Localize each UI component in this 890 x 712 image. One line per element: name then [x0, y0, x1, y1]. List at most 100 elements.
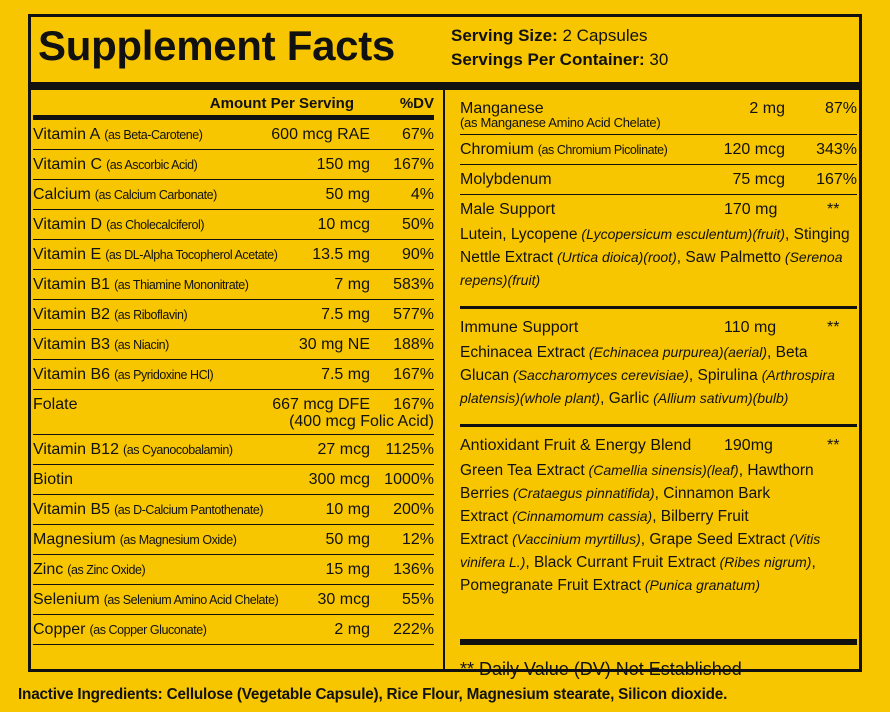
blend-ingredients: Lutein, Lycopene (Lycopersicum esculentum… [460, 223, 857, 306]
ingredient-latin: (Serenoa repens)(fruit) [460, 249, 843, 288]
ingredient: , Saw Palmetto [676, 249, 781, 266]
row-line: Vitamin B6 (as Pyridoxine HCl) 7.5 mg 167% [33, 360, 434, 389]
column-divider [443, 90, 445, 669]
blend-ingredients: Echinacea Extract (Echinacea purpurea)(ae… [460, 341, 857, 424]
row-line: Vitamin B1 (as Thiamine Mononitrate) 7 mg 5… [33, 270, 434, 299]
amount: 7 mg [334, 275, 370, 293]
nutrient: Vitamin E (as DL-Alpha Tocopherol Acetate… [33, 246, 308, 264]
nutrient: Folate [33, 396, 268, 414]
separator [460, 306, 857, 309]
daily-value: 90% [401, 245, 434, 263]
blend-dv: ** [827, 319, 840, 336]
daily-value: 87% [824, 99, 857, 117]
servings-value: 30 [649, 50, 669, 69]
nutrient-name: Vitamin B6 [33, 365, 111, 383]
blend-amount: 110 mg [724, 319, 777, 336]
daily-value: 343% [816, 140, 857, 158]
daily-value: 4% [410, 185, 434, 203]
nutrient-name: Vitamin A [33, 125, 101, 143]
ingredient: , Grape Seed Extract [640, 531, 786, 548]
row-line: Selenium (as Selenium Amino Acid Chelate)… [33, 585, 434, 614]
nutrient-row: Vitamin B3 (as Niacin) 30 mg NE 188% [33, 330, 434, 360]
row-line: Manganese 2 mg 87% [460, 94, 857, 123]
row-line: Vitamin D (as Cholecalciferol) 10 mcg 50% [33, 210, 434, 239]
amount: 10 mg [325, 500, 370, 518]
serving-size-value: 2 Capsules [562, 26, 648, 45]
amount: 50 mg [325, 185, 370, 203]
ingredient-latin: (Punica granatum) [644, 577, 760, 593]
row-line: Magnesium (as Magnesium Oxide) 50 mg 12% [33, 525, 434, 554]
row-line: Biotin 300 mcg 1000% [33, 465, 434, 494]
row-line: Chromium (as Chromium Picolinate) 120 mcg 3… [460, 135, 857, 164]
inactive-label: Inactive Ingredients: [18, 686, 163, 703]
blend: Immune Support 110 mg ** Echinacea Extract(… [460, 313, 857, 424]
nutrient-row: Manganese 2 mg 87% (as Manganese Amino Acid… [460, 94, 857, 135]
nutrient: Vitamin B6 (as Pyridoxine HCl) [33, 366, 317, 384]
serving-size-label: Serving Size: [451, 26, 558, 45]
serving-size: Serving Size: 2 Capsules [451, 24, 668, 48]
nutrient-source: (as Beta-Carotene) [104, 127, 203, 142]
nutrient-source: (as Cyanocobalamin) [122, 442, 233, 457]
nutrient-row: Selenium (as Selenium Amino Acid Chelate)… [33, 585, 434, 615]
amount: 30 mg NE [298, 335, 370, 353]
daily-value: 200% [393, 500, 434, 518]
daily-value: 136% [393, 560, 434, 578]
inactive-ingredients: Inactive Ingredients: Cellulose (Vegetab… [18, 686, 727, 704]
daily-value: 167% [393, 395, 434, 413]
row-line: Zinc (as Zinc Oxide) 15 mg 136% [33, 555, 434, 584]
amount: 7.5 mg [321, 365, 370, 383]
nutrient: Vitamin A (as Beta-Carotene) [33, 126, 267, 144]
nutrient-name: Vitamin E [33, 245, 102, 263]
nutrient-source: (as Magnesium Oxide) [119, 532, 237, 547]
ingredient-latin: (Lycopersicum esculentum)(fruit) [581, 226, 785, 242]
label-border [28, 14, 862, 672]
nutrient-row: Molybdenum 75 mcg 167% [460, 165, 857, 195]
ingredient-latin: (Vaccinium myrtillus) [512, 531, 641, 547]
nutrient-name: Biotin [33, 470, 74, 488]
amount: 50 mg [325, 530, 370, 548]
amount: 2 mg [749, 99, 785, 117]
nutrient-name: Magnesium [33, 530, 116, 548]
nutrient-row: Vitamin B6 (as Pyridoxine HCl) 7.5 mg 167% [33, 360, 434, 390]
row-line: Calcium (as Calcium Carbonate) 50 mg 4% [33, 180, 434, 209]
inactive-text: Cellulose (Vegetable Capsule), Rice Flou… [166, 686, 728, 703]
amount: 2 mg [334, 620, 370, 638]
ingredient-latin: (Arthrospira platensis)(whole plant) [460, 367, 835, 406]
nutrient-note: (400 mcg Folic Acid) [289, 413, 434, 430]
servings-label: Servings Per Container: [451, 50, 645, 69]
nutrient-row: Vitamin B12 (as Cyanocobalamin) 27 mcg 1125… [33, 435, 434, 465]
nutrient-row: Chromium (as Chromium Picolinate) 120 mcg 3… [460, 135, 857, 165]
nutrient-source: (as DL-Alpha Tocopherol Acetate) [105, 247, 278, 262]
nutrient: Magnesium (as Magnesium Oxide) [33, 531, 322, 549]
nutrient-name: Vitamin D [33, 215, 103, 233]
ingredient-latin: (Allium sativum)(bulb) [653, 390, 789, 406]
nutrient-row: Vitamin C (as Ascorbic Acid) 150 mg 167% [33, 150, 434, 180]
amount: 600 mcg RAE [271, 125, 370, 143]
left-column: Amount Per Serving %DV Vitamin A (as Beta… [33, 92, 434, 645]
title: Supplement Facts [38, 22, 395, 69]
nutrient-name: Vitamin B2 [33, 305, 111, 323]
nutrient-name: Zinc [33, 560, 64, 578]
nutrient-row: Calcium (as Calcium Carbonate) 50 mg 4% [33, 180, 434, 210]
ingredient: Green Tea Extract [460, 462, 585, 479]
nutrient-row: Vitamin B5 (as D-Calcium Pantothenate) 10 … [33, 495, 434, 525]
amount: 300 mcg [308, 470, 370, 488]
nutrient-row: Vitamin A (as Beta-Carotene) 600 mcg RAE 67… [33, 120, 434, 150]
daily-value: 12% [401, 530, 434, 548]
nutrient: Chromium (as Chromium Picolinate) [460, 141, 720, 159]
column-heading: Amount Per Serving %DV [33, 92, 434, 120]
blend: Male Support 170 mg ** Lutein, Lycopene (Lyc… [460, 195, 857, 306]
nutrient-name: Molybdenum [460, 170, 552, 188]
amount: 27 mcg [317, 440, 370, 458]
row-line: Molybdenum 75 mcg 167% [460, 165, 857, 194]
blend-heading: Male Support 170 mg ** [460, 197, 857, 223]
nutrient-source: (as Pyridoxine HCl) [114, 367, 214, 382]
amount: 75 mcg [732, 170, 785, 188]
daily-value: 50% [401, 215, 434, 233]
nutrient: Vitamin B2 (as Riboflavin) [33, 306, 317, 324]
blend-amount: 190mg [724, 437, 773, 454]
nutrient-source: (as D-Calcium Pantothenate) [114, 502, 264, 517]
nutrient-name: Vitamin B1 [33, 275, 111, 293]
daily-value: 67% [401, 125, 434, 143]
